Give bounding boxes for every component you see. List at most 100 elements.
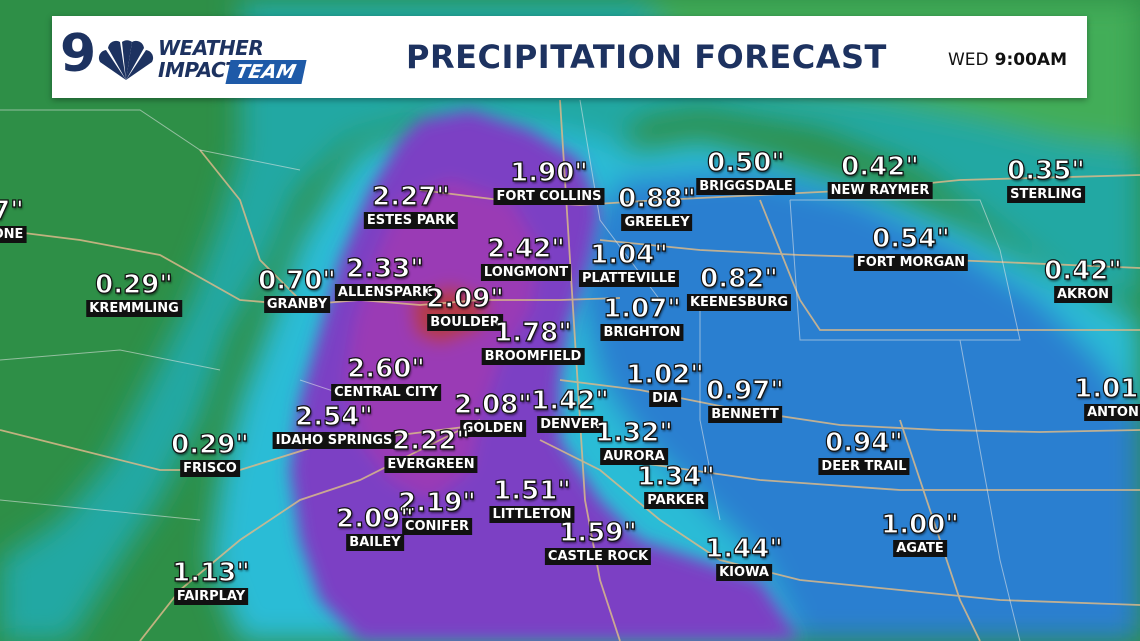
city-label-allenspark: 2.33" ALLENSPARK <box>334 255 436 301</box>
city-name: BROOMFIELD <box>481 348 585 365</box>
city-name: BENNETT <box>708 406 782 423</box>
city-name: DENVER <box>537 416 603 433</box>
precip-value: 1.02" <box>626 360 705 390</box>
city-name: FAIRPLAY <box>173 588 249 605</box>
precip-value: 1.07" <box>603 294 682 324</box>
city-label-conifer: 2.19" CONIFER <box>398 489 476 535</box>
city-name: LONGMONT <box>480 264 572 281</box>
city-name: GRANBY <box>263 296 331 313</box>
city-name: BRIGHTON <box>600 324 684 341</box>
precip-value: 1.04" <box>590 240 669 270</box>
precip-value: 1.42" <box>531 386 610 416</box>
city-label-evergreen: 2.22" EVERGREEN <box>384 426 478 473</box>
precip-value: 0.70" <box>258 266 337 296</box>
precip-value: 2.22" <box>392 426 471 456</box>
precip-value: 1.59" <box>559 518 638 548</box>
precip-value: 0.88" <box>618 184 697 214</box>
city-label-kremmling: 0.29" KREMMLING <box>86 270 182 317</box>
city-name: LITTLETON <box>489 506 575 523</box>
city-name: FORT MORGAN <box>853 254 969 271</box>
city-label-boulder: 2.09" BOULDER <box>426 285 504 331</box>
city-name: FRISCO <box>180 460 240 477</box>
city-label-central-city: 2.60" CENTRAL CITY <box>331 355 441 401</box>
precip-value: 1.44" <box>705 534 784 564</box>
precip-value: 0.50" <box>707 148 786 178</box>
precip-value: 0.29" <box>95 270 174 300</box>
precip-value: 1.90" <box>510 158 589 188</box>
city-name: ALLENSPARK <box>334 284 436 301</box>
station-logo: 9 WEATHER IMPACT TEAM <box>60 24 390 86</box>
city-name: KREMMLING <box>86 300 182 317</box>
peacock-icon <box>98 40 154 80</box>
city-label-keenesburg: 0.82" KEENESBURG <box>686 264 792 311</box>
precip-value: 1.01" <box>1074 374 1140 404</box>
forecast-clock: 9:00AM <box>994 50 1067 70</box>
precip-value: 1.51" <box>493 476 572 506</box>
precip-value: 0.42" <box>1044 256 1123 286</box>
city-label-golden: 2.08" GOLDEN <box>454 390 533 437</box>
city-label-castle-rock: 1.59" CASTLE ROCK <box>544 518 652 565</box>
city-name: IDAHO SPRINGS <box>272 432 396 449</box>
city-label-estes-park: 2.27" ESTES PARK <box>363 183 459 229</box>
logo-impact-text: IMPACT <box>158 58 239 82</box>
city-label-bennett: 0.97" BENNETT <box>706 376 785 423</box>
city-label-kiowa: 1.44" KIOWA <box>705 534 784 581</box>
city-name: NEW RAYMER <box>827 182 933 199</box>
city-label-broomfield: 1.78" BROOMFIELD <box>481 318 585 365</box>
city-label-agate: 1.00" AGATE <box>881 510 960 557</box>
city-name: GREELEY <box>621 214 693 231</box>
precip-value: 0.94" <box>825 428 904 458</box>
city-name: ESTES PARK <box>363 212 459 229</box>
precip-value: 0.82" <box>700 264 779 294</box>
city-label-idaho-springs: 2.54" IDAHO SPRINGS <box>272 402 396 449</box>
city-name: BOULDER <box>427 314 503 331</box>
precip-value: 1.78" <box>494 318 573 348</box>
city-name: CASTLE ROCK <box>544 548 652 565</box>
city-name: STERLING <box>1007 186 1085 203</box>
city-name: BRIGGSDALE <box>696 178 796 195</box>
precip-value: 2.09" <box>336 504 415 534</box>
city-label-fairplay: 1.13" FAIRPLAY <box>172 558 251 605</box>
logo-team-badge: TEAM <box>225 60 307 84</box>
city-label-brighton: 1.07" BRIGHTON <box>600 294 684 341</box>
precip-value: 0.35" <box>1007 156 1086 186</box>
city-label-deer-trail: 0.94" DEER TRAIL <box>818 428 910 475</box>
city-name: KEENESBURG <box>686 294 792 311</box>
city-label-anton: 1.01"ANTON <box>1074 374 1140 421</box>
city-label-aurora: 1.32" AURORA <box>595 418 674 465</box>
city-label-platteville: 1.04" PLATTEVILLE <box>578 240 680 287</box>
precip-value: 0.42" <box>841 152 920 182</box>
logo-weather-text: WEATHER <box>158 36 264 60</box>
precip-value: 1.32" <box>595 418 674 448</box>
city-label-briggsdale: 0.50" BRIGGSDALE <box>696 148 796 195</box>
precip-value: 2.54" <box>295 402 374 432</box>
city-name: PLATTEVILLE <box>578 270 680 287</box>
precip-value: 2.42" <box>487 234 566 264</box>
city-name: CONIFER <box>401 518 473 535</box>
precip-value: 2.08" <box>454 390 533 420</box>
city-name: ONE <box>0 226 27 243</box>
precip-value: 0.97" <box>706 376 785 406</box>
precip-value: 7" <box>0 196 24 226</box>
city-name: EVERGREEN <box>384 456 478 473</box>
precip-value: 1.13" <box>172 558 251 588</box>
precip-value: 1.00" <box>881 510 960 540</box>
forecast-time: WED 9:00AM <box>948 50 1067 70</box>
city-name: FORT COLLINS <box>493 188 605 205</box>
city-label-fort-collins: 1.90" FORT COLLINS <box>493 158 605 205</box>
header-banner: 9 WEATHER IMPACT TEAM PRECIPITATION FORE… <box>52 16 1087 98</box>
city-name: PARKER <box>644 492 708 509</box>
city-name: GOLDEN <box>459 420 527 437</box>
city-name: ANTON <box>1084 404 1140 421</box>
page-title: PRECIPITATION FORECAST <box>406 38 887 76</box>
city-label-greeley: 0.88" GREELEY <box>618 184 697 231</box>
county-borders <box>0 99 1021 641</box>
city-label-fort-morgan: 0.54" FORT MORGAN <box>853 224 969 271</box>
precip-value: 0.54" <box>872 224 951 254</box>
city-name: AGATE <box>893 540 947 557</box>
city-name: BAILEY <box>346 534 404 551</box>
forecast-day: WED <box>948 50 989 70</box>
city-label-longmont: 2.42" LONGMONT <box>480 234 572 281</box>
